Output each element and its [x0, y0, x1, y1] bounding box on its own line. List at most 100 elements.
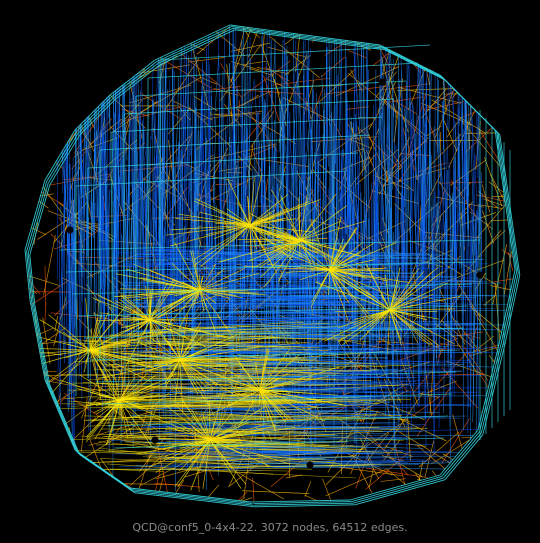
graph-edge	[259, 414, 378, 425]
graph-edge	[257, 111, 261, 204]
graph-edge	[36, 47, 39, 104]
graph-edge	[260, 44, 280, 95]
graph-edge	[189, 465, 370, 468]
graph-edge	[14, 467, 21, 493]
graph-edge	[175, 404, 211, 441]
graph-edge	[78, 211, 82, 353]
graph-edge	[140, 277, 201, 291]
graph-edge	[179, 346, 259, 361]
graph-edge	[276, 297, 364, 299]
graph-edge	[338, 154, 376, 202]
graph-edge	[335, 309, 391, 313]
graph-edge	[411, 101, 416, 163]
graph-edge	[125, 319, 151, 328]
graph-edge	[421, 43, 425, 205]
graph-edge	[328, 269, 331, 296]
graph-edge	[186, 76, 189, 181]
graph-edge	[174, 76, 180, 207]
graph-edge	[329, 266, 345, 271]
graph-edge	[380, 130, 382, 248]
graph-edge	[349, 121, 368, 173]
graph-edge	[132, 315, 330, 319]
graph-edge	[200, 211, 251, 226]
graph-edge	[465, 462, 468, 502]
graph-edge	[228, 381, 261, 391]
graph-edge	[143, 326, 343, 334]
graph-edge	[401, 129, 406, 375]
graph-edge	[95, 399, 121, 406]
graph-edge	[126, 352, 240, 361]
graph-edge	[49, 134, 81, 186]
graph-edge	[229, 324, 415, 328]
graph-edge	[153, 323, 330, 331]
graph-edge	[329, 269, 370, 296]
graph-edge	[88, 160, 95, 317]
graph-edge	[286, 305, 406, 307]
graph-edge	[141, 377, 295, 383]
graph-edge	[296, 438, 409, 440]
graph-edge	[76, 96, 112, 132]
graph-edge	[389, 309, 403, 333]
graph-edge	[416, 495, 448, 502]
graph-edge	[332, 25, 352, 28]
graph-node	[224, 56, 232, 64]
graph-edge	[91, 487, 140, 502]
graph-edge	[480, 25, 486, 43]
graph-edge	[188, 468, 274, 475]
graph-edge	[329, 268, 384, 271]
graph-edge	[299, 220, 365, 241]
graph-edge	[184, 177, 191, 259]
graph-edge	[201, 276, 371, 279]
graph-edge	[458, 132, 464, 372]
graph-edge	[105, 194, 110, 331]
graph-edge	[156, 26, 232, 63]
graph-edge	[119, 399, 129, 439]
graph-edge	[235, 27, 237, 143]
graph-edge	[89, 336, 114, 351]
graph-edge	[499, 415, 507, 459]
graph-edge	[319, 269, 331, 287]
graph-edge	[147, 423, 374, 428]
graph-edge	[236, 428, 428, 435]
graph-edge	[258, 454, 342, 465]
graph-edge	[25, 38, 33, 42]
graph-edge	[329, 255, 353, 271]
graph-edge	[248, 25, 266, 58]
graph-edge	[281, 47, 286, 212]
graph-edge	[176, 329, 300, 333]
graph-edge	[230, 224, 251, 243]
graph-edge	[158, 27, 234, 64]
graph-edge	[42, 453, 69, 477]
graph-edge	[214, 306, 348, 308]
graph-edge	[443, 172, 447, 348]
graph-edge	[119, 397, 255, 400]
graph-edge	[455, 475, 474, 502]
graph-edge	[203, 137, 207, 317]
graph-edge	[26, 181, 48, 252]
graph-edge	[486, 113, 501, 120]
graph-edge	[477, 339, 501, 431]
graph-edge	[493, 414, 515, 423]
graph-edge	[90, 392, 121, 401]
graph-edge	[317, 114, 320, 193]
graph-edge	[445, 123, 453, 271]
graph-edge	[316, 123, 373, 164]
graph-edge	[475, 500, 515, 502]
graph-edge	[112, 71, 116, 237]
graph-edge	[406, 233, 408, 460]
graph-edge	[201, 273, 422, 275]
graph-edge	[97, 389, 165, 395]
graph-edge	[253, 502, 354, 506]
graph-edge	[309, 25, 338, 29]
graph-edge	[73, 450, 229, 453]
graph-edge	[461, 197, 470, 408]
graph-edge	[115, 346, 215, 349]
graph-edge	[140, 250, 248, 254]
graph-edge	[326, 47, 329, 167]
graph-edge	[229, 120, 232, 346]
graph-edge	[59, 72, 74, 81]
graph-edge	[89, 349, 140, 361]
graph-edge	[459, 29, 492, 45]
graph-edge	[483, 59, 495, 101]
graph-edge	[131, 489, 252, 505]
